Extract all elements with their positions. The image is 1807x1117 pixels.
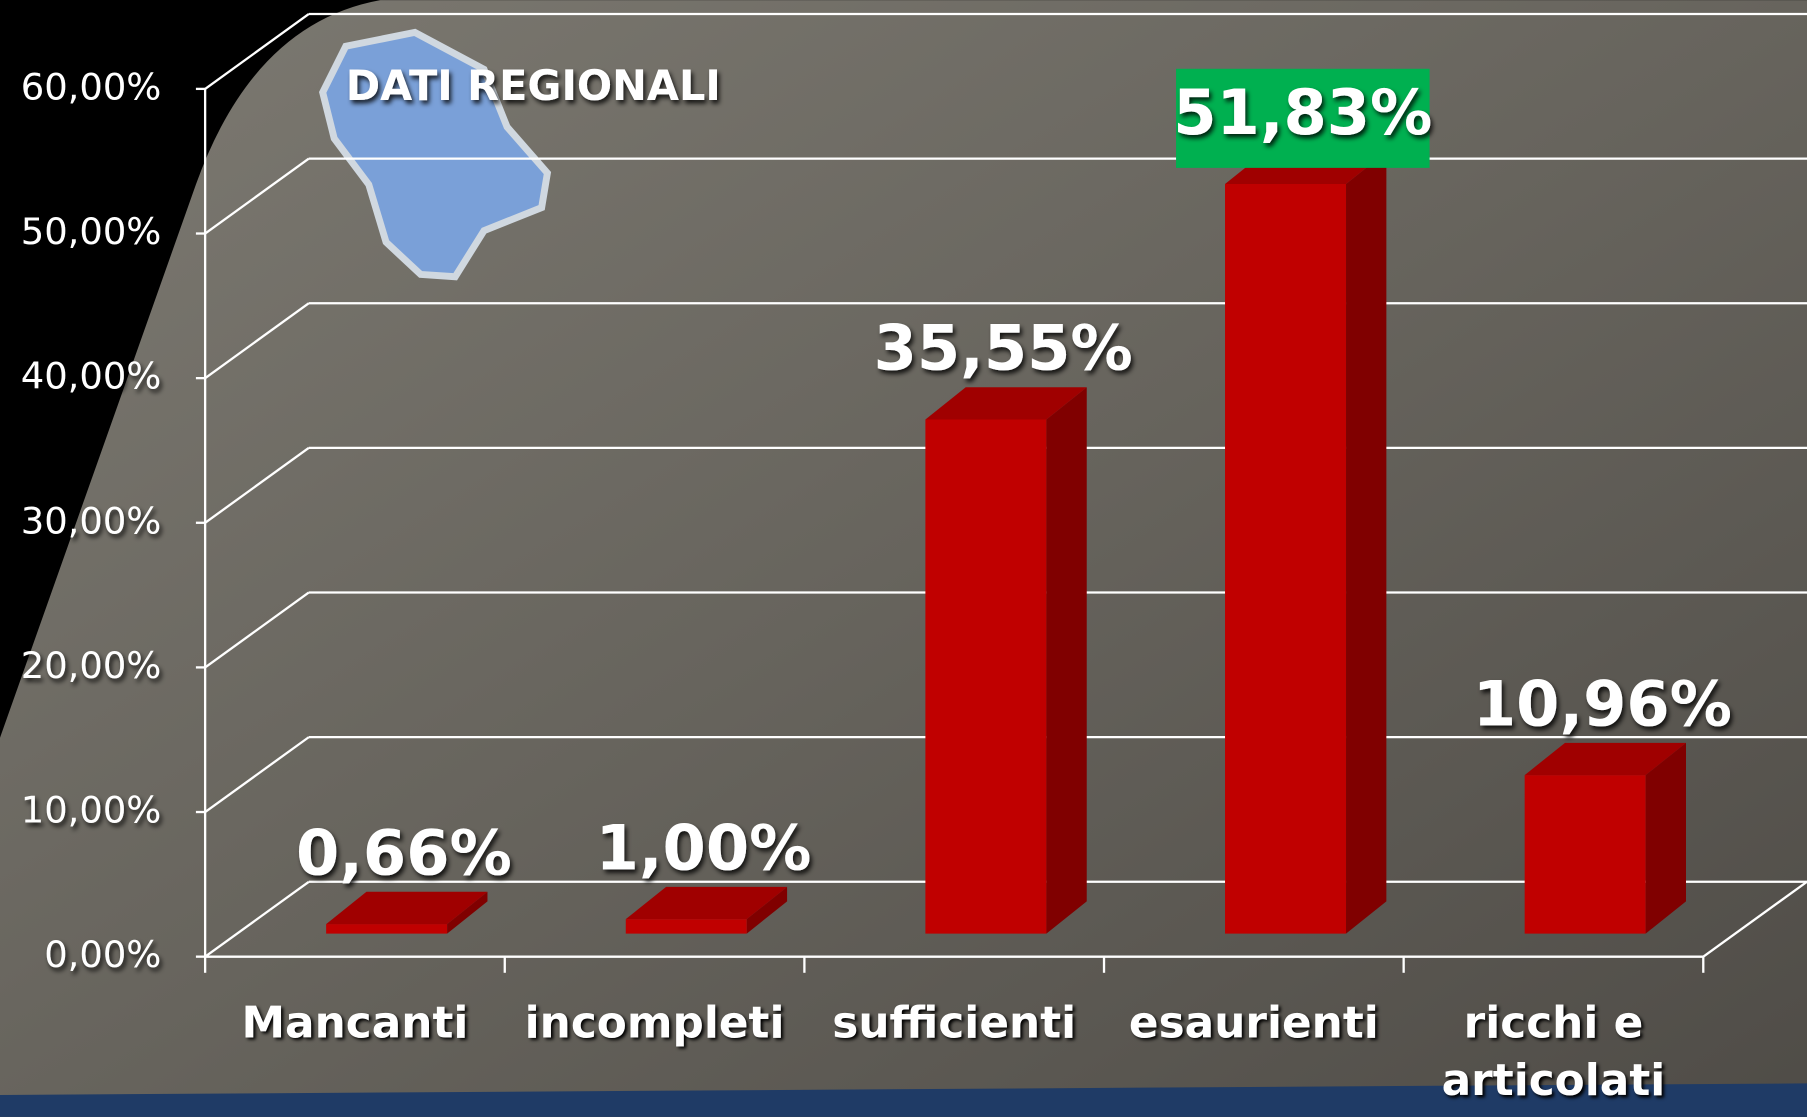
value-label: 10,96%: [1473, 667, 1732, 740]
bar-front: [925, 419, 1047, 934]
y-tick-label: 50,00%: [21, 210, 162, 253]
bar-side: [1645, 742, 1686, 934]
bar: [925, 387, 1087, 934]
bar-top: [1524, 742, 1686, 776]
region-map: [319, 28, 552, 281]
value-label-background: [1176, 68, 1430, 168]
bar-top: [925, 387, 1087, 420]
chart-title: DATI REGIONALI: [346, 61, 721, 110]
grid-line: [204, 880, 310, 958]
x-tick-label: esaurienti: [1128, 996, 1379, 1048]
value-label: 51,83%: [1173, 76, 1432, 149]
bar-side: [1346, 151, 1387, 934]
y-tick-label: 0,00%: [44, 933, 161, 976]
x-tick-label: ricchi e articolati: [1441, 996, 1666, 1106]
x-tick-label-box: Mancanti: [241, 996, 469, 1048]
grid-line: [204, 157, 310, 235]
bar-side: [746, 886, 788, 934]
x-tick-label: sufficienti: [832, 996, 1077, 1048]
y-tick-label: 10,00%: [21, 789, 162, 832]
bar: [1524, 742, 1686, 934]
grid-line: [204, 302, 310, 380]
bar-front: [1225, 184, 1347, 934]
x-tick-label: incompleti: [524, 996, 785, 1048]
grid-line: [204, 13, 310, 90]
bar-top: [625, 886, 788, 920]
bar-front: [326, 924, 448, 934]
bar-front: [1524, 775, 1646, 934]
axis-line: [1702, 880, 1807, 958]
y-tick-label: 30,00%: [21, 499, 162, 542]
bottom-band: [0, 1083, 1807, 1117]
value-label: 35,55%: [874, 312, 1133, 385]
x-tick-label-box: esaurienti: [1128, 996, 1379, 1048]
grid-line: [204, 591, 310, 669]
value-label: 0,66%: [296, 816, 512, 889]
value-label: 1,00%: [596, 811, 812, 884]
bar-top: [326, 891, 488, 925]
y-tick-label: 20,00%: [21, 644, 162, 687]
bar: [326, 891, 488, 934]
grid-line: [204, 736, 310, 813]
y-tick-label: 60,00%: [21, 65, 162, 108]
x-tick-label: Mancanti: [241, 996, 469, 1048]
bar: [1225, 151, 1387, 934]
bar-side: [447, 891, 488, 934]
x-tick-label-box: incompleti: [524, 996, 785, 1048]
grid-line: [204, 446, 310, 524]
y-tick-label: 40,00%: [21, 355, 162, 398]
bar: [625, 886, 788, 934]
bar-front: [625, 919, 747, 934]
bar-side: [1046, 387, 1087, 934]
x-tick-label-box: sufficienti: [832, 996, 1077, 1048]
x-tick-label-box: ricchi e articolati: [1441, 996, 1666, 1106]
